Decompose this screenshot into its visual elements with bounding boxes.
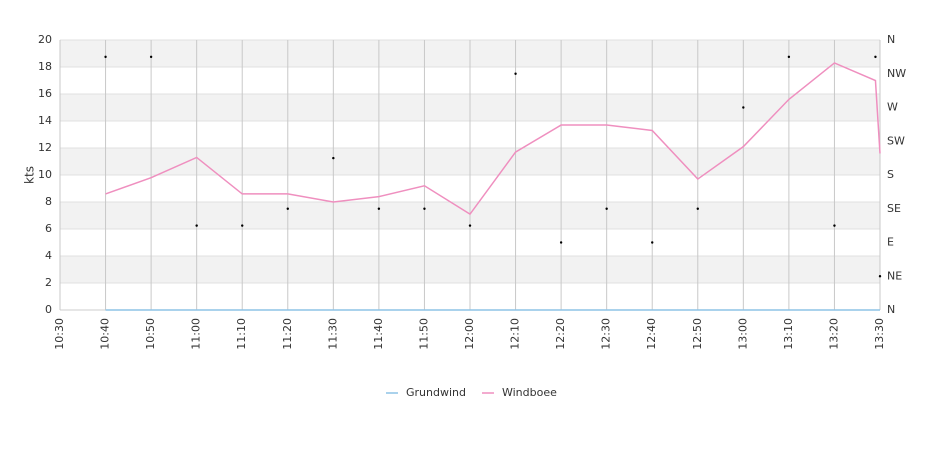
direction-dot	[651, 241, 654, 244]
x-tick-label: 11:50	[417, 318, 430, 350]
y2-tick-label: S	[887, 168, 894, 181]
y-tick-label: 10	[38, 168, 52, 181]
direction-dot	[833, 224, 836, 227]
direction-dot	[559, 241, 563, 244]
x-tick-label: 12:20	[554, 318, 567, 350]
y2-tick-label: NW	[887, 67, 906, 80]
x-tick-label: 13:10	[782, 318, 795, 350]
y-tick-label: 18	[38, 60, 52, 73]
y-tick-label: 14	[38, 114, 52, 127]
direction-dot	[241, 224, 244, 227]
x-tick-label: 10:50	[144, 318, 157, 350]
y2-tick-label: N	[887, 33, 895, 46]
y2-tick-label: N	[887, 303, 895, 316]
y-axis-label: kts	[23, 166, 37, 184]
direction-dot	[377, 207, 381, 210]
x-tick-label: 12:10	[509, 318, 522, 350]
x-tick-label: 10:30	[53, 318, 66, 350]
direction-dot	[874, 55, 877, 59]
direction-dot	[104, 55, 107, 59]
direction-dot	[332, 156, 335, 160]
x-tick-label: 12:00	[463, 318, 476, 350]
direction-dot	[149, 55, 153, 59]
legend-item: Grundwind	[386, 386, 466, 399]
y2-tick-label: SW	[887, 134, 905, 147]
x-tick-label: 11:20	[281, 318, 294, 350]
direction-dot	[286, 207, 289, 210]
direction-dot	[468, 224, 472, 227]
y2-tick-label: W	[887, 101, 898, 114]
y-tick-label: 2	[45, 276, 52, 289]
x-tick-label: 12:40	[645, 318, 658, 350]
direction-dot	[696, 207, 699, 210]
y2-tick-label: SE	[887, 202, 901, 215]
x-tick-label: 12:30	[600, 318, 613, 350]
y-tick-label: 6	[45, 222, 52, 235]
direction-dot	[195, 224, 198, 227]
y-tick-label: 4	[45, 249, 52, 262]
legend-label: Windboee	[502, 386, 557, 399]
y-tick-label: 16	[38, 87, 52, 100]
x-tick-label: 13:20	[827, 318, 840, 350]
x-tick-label: 13:00	[736, 318, 749, 350]
direction-dot	[742, 106, 745, 109]
y-tick-label: 0	[45, 303, 52, 316]
direction-dot	[423, 207, 426, 210]
legend-item: Windboee	[481, 386, 557, 399]
direction-dot	[878, 275, 882, 278]
direction-dot	[605, 207, 608, 210]
y2-tick-label: E	[887, 236, 894, 249]
y-tick-label: 12	[38, 141, 52, 154]
legend-label: Grundwind	[406, 386, 466, 399]
x-tick-label: 12:50	[691, 318, 704, 350]
x-tick-label: 11:40	[372, 318, 385, 350]
direction-dot	[514, 72, 517, 75]
y2-tick-label: NE	[887, 269, 902, 282]
x-tick-label: 10:40	[99, 318, 112, 350]
y-tick-label: 20	[38, 33, 52, 46]
x-tick-label: 13:30	[873, 318, 886, 350]
x-tick-label: 11:30	[326, 318, 339, 350]
series-line	[105, 62, 881, 216]
x-tick-label: 11:10	[235, 318, 248, 350]
y-tick-label: 8	[45, 195, 52, 208]
direction-dot	[787, 55, 791, 59]
x-tick-label: 11:00	[190, 318, 203, 350]
